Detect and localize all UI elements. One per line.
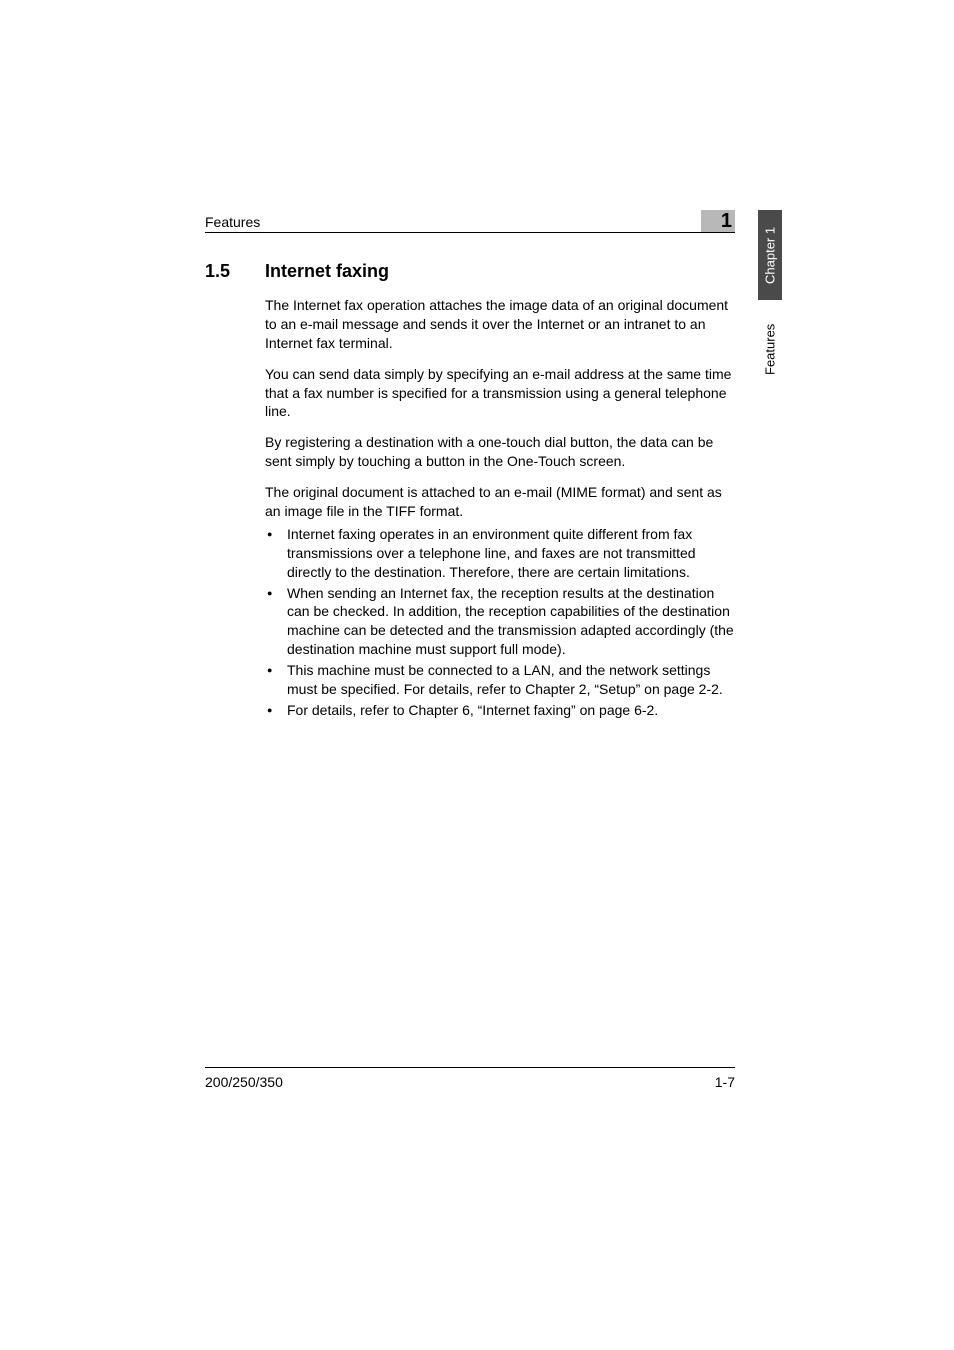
side-tab-chapter: Chapter 1 [758,210,782,300]
paragraph: The Internet fax operation attaches the … [265,296,735,353]
footer-model: 200/250/350 [205,1074,283,1090]
page-footer: 200/250/350 1-7 [205,1067,735,1090]
page-content: Features 1 1.5 Internet faxing The Inter… [205,210,735,722]
footer-page-number: 1-7 [715,1074,735,1090]
chapter-number-badge: 1 [701,210,735,232]
paragraph: By registering a destination with a one-… [265,433,735,471]
header-section-name: Features [205,214,260,230]
chapter-number: 1 [721,210,732,233]
bullet-item: For details, refer to Chapter 6, “Intern… [265,701,735,720]
bullet-item: When sending an Internet fax, the recept… [265,584,735,660]
bullet-list: Internet faxing operates in an environme… [265,525,735,720]
section-heading: 1.5 Internet faxing [205,261,735,282]
paragraph: The original document is attached to an … [265,483,735,521]
section-title: Internet faxing [265,261,389,282]
side-tab-section: Features [758,314,782,384]
bullet-item: Internet faxing operates in an environme… [265,525,735,582]
bullet-item: This machine must be connected to a LAN,… [265,661,735,699]
section-body: The Internet fax operation attaches the … [265,296,735,720]
section-number: 1.5 [205,261,265,282]
side-tabs: Chapter 1 Features [755,210,785,384]
paragraph: You can send data simply by specifying a… [265,365,735,422]
running-header: Features 1 [205,210,735,233]
